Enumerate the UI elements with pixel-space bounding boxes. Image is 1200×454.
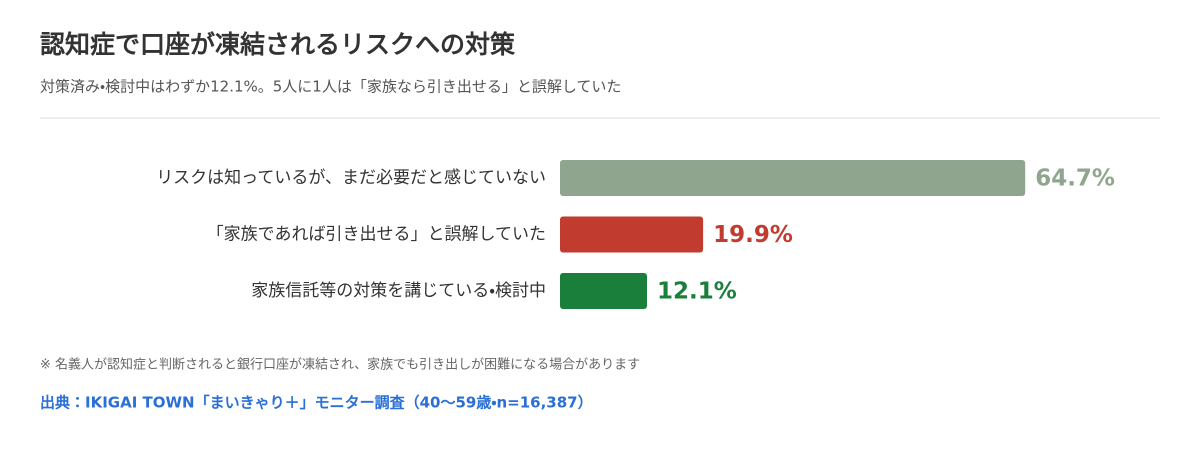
category-label: 「家族であれば引き出せる」と誤解していた xyxy=(207,225,546,245)
bar xyxy=(560,216,704,253)
source: 出典：IKIGAI TOWN「まいきゃり＋」モニター調査（40〜59歳・n=16… xyxy=(40,394,593,412)
value-label: 19.9% xyxy=(713,222,793,248)
bar xyxy=(560,273,647,309)
footnote: ※ 名義人が認知症と判断されると銀行口座が凍結され、家族でも引き出しが困難になる… xyxy=(40,357,640,373)
category-label: リスクは知っているが、まだ必要だと感じていない xyxy=(156,168,546,188)
bar xyxy=(560,160,1026,196)
chart-subtitle: 対策済み・検討中はわずか12.1%。5人に1人は「家族なら引き出せる」と誤解して… xyxy=(40,78,621,96)
chart-title: 認知症で口座が凍結されるリスクへの対策 xyxy=(40,30,516,59)
value-label: 12.1% xyxy=(657,279,737,305)
category-label: 家族信託等の対策を講じている・検討中 xyxy=(251,281,546,301)
value-label: 64.7% xyxy=(1035,166,1115,192)
